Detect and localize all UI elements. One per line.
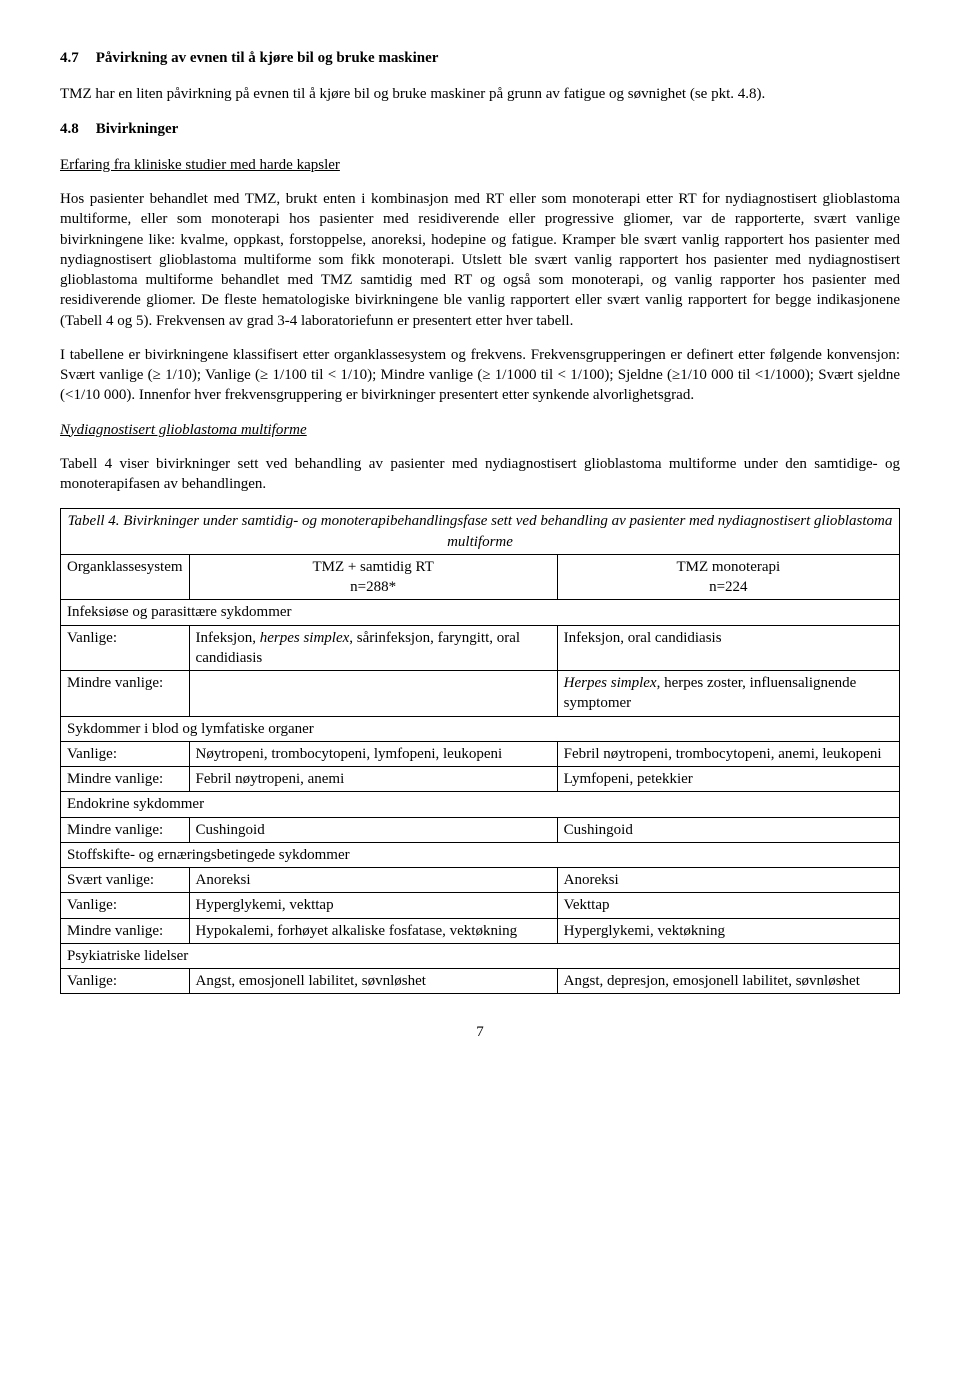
table-4-col2: Anoreksi (189, 868, 557, 893)
table-4-freq: Vanlige: (61, 969, 190, 994)
table-row: Vanlige:Angst, emosjonell labilitet, søv… (61, 969, 900, 994)
table-4-freq: Vanlige: (61, 893, 190, 918)
table-4-title: Tabell 4. Bivirkninger under samtidig- o… (61, 509, 900, 555)
table-4-header-row: Organklassesystem TMZ + samtidig RT n=28… (61, 554, 900, 600)
table-row: Svært vanlige:AnoreksiAnoreksi (61, 868, 900, 893)
section-48-para3: Tabell 4 viser bivirkninger sett ved beh… (60, 454, 900, 495)
table-4-freq: Mindre vanlige: (61, 817, 190, 842)
table-4-header-col3a: TMZ monoterapi (676, 559, 780, 575)
table-4-group-name: Sykdommer i blod og lymfatiske organer (61, 716, 900, 741)
section-48-subhead2: Nydiagnostisert glioblastoma multiforme (60, 420, 900, 440)
table-4-col3: Cushingoid (557, 817, 899, 842)
table-4-freq: Svært vanlige: (61, 868, 190, 893)
section-48-title: Bivirkninger (96, 121, 179, 137)
table-4-header-col2: TMZ + samtidig RT n=288* (189, 554, 557, 600)
table-4-col3: Herpes simplex, herpes zoster, influensa… (557, 671, 899, 717)
table-4-freq: Mindre vanlige: (61, 918, 190, 943)
table-4-group-row: Endokrine sykdommer (61, 792, 900, 817)
section-48-heading: 4.8 Bivirkninger (60, 119, 900, 139)
table-4-header-col2b: n=288* (350, 579, 396, 595)
table-4-col3: Anoreksi (557, 868, 899, 893)
table-4-col2: Infeksjon, herpes simplex, sårinfeksjon,… (189, 625, 557, 671)
page-number: 7 (60, 1022, 900, 1042)
section-48-para1: Hos pasienter behandlet med TMZ, brukt e… (60, 189, 900, 331)
table-4-group-row: Psykiatriske lidelser (61, 943, 900, 968)
table-row: Mindre vanlige:Febril nøytropeni, anemiL… (61, 767, 900, 792)
table-4-col2: Febril nøytropeni, anemi (189, 767, 557, 792)
section-47-body: TMZ har en liten påvirkning på evnen til… (60, 84, 900, 104)
table-4-freq: Vanlige: (61, 625, 190, 671)
table-4-group-name: Endokrine sykdommer (61, 792, 900, 817)
table-4-header-col3b: n=224 (709, 579, 747, 595)
table-4-header-col1: Organklassesystem (61, 554, 190, 600)
table-4-group-name: Stoffskifte- og ernæringsbetingede sykdo… (61, 842, 900, 867)
table-4-col2: Hypokalemi, forhøyet alkaliske fosfatase… (189, 918, 557, 943)
table-4-col2 (189, 671, 557, 717)
table-row: Mindre vanlige:CushingoidCushingoid (61, 817, 900, 842)
section-47-heading: 4.7 Påvirkning av evnen til å kjøre bil … (60, 48, 900, 68)
table-4-col3: Lymfopeni, petekkier (557, 767, 899, 792)
table-4-col3: Febril nøytropeni, trombocytopeni, anemi… (557, 741, 899, 766)
table-row: Vanlige:Hyperglykemi, vekttapVekttap (61, 893, 900, 918)
table-4-col3: Vekttap (557, 893, 899, 918)
section-47-title: Påvirkning av evnen til å kjøre bil og b… (96, 50, 439, 66)
table-4: Tabell 4. Bivirkninger under samtidig- o… (60, 508, 900, 994)
table-4-col3: Infeksjon, oral candidiasis (557, 625, 899, 671)
section-47-number: 4.7 (60, 48, 92, 68)
table-4-col3: Hyperglykemi, vektøkning (557, 918, 899, 943)
table-4-header-col2a: TMZ + samtidig RT (312, 559, 433, 575)
table-4-col2: Angst, emosjonell labilitet, søvnløshet (189, 969, 557, 994)
table-4-group-name: Infeksiøse og parasittære sykdommer (61, 600, 900, 625)
table-4-freq: Mindre vanlige: (61, 671, 190, 717)
table-4-freq: Vanlige: (61, 741, 190, 766)
table-4-group-row: Infeksiøse og parasittære sykdommer (61, 600, 900, 625)
section-48-number: 4.8 (60, 119, 92, 139)
table-row: Vanlige:Nøytropeni, trombocytopeni, lymf… (61, 741, 900, 766)
table-row: Mindre vanlige: Herpes simplex, herpes zo… (61, 671, 900, 717)
table-4-title-row: Tabell 4. Bivirkninger under samtidig- o… (61, 509, 900, 555)
table-4-freq: Mindre vanlige: (61, 767, 190, 792)
table-4-col2: Cushingoid (189, 817, 557, 842)
table-4-col2: Nøytropeni, trombocytopeni, lymfopeni, l… (189, 741, 557, 766)
table-4-col2: Hyperglykemi, vekttap (189, 893, 557, 918)
table-4-header-col3: TMZ monoterapi n=224 (557, 554, 899, 600)
table-row: Mindre vanlige:Hypokalemi, forhøyet alka… (61, 918, 900, 943)
section-48-para2: I tabellene er bivirkningene klassifiser… (60, 345, 900, 406)
table-4-group-row: Stoffskifte- og ernæringsbetingede sykdo… (61, 842, 900, 867)
section-48-subhead: Erfaring fra kliniske studier med harde … (60, 155, 900, 175)
table-row: Vanlige:Infeksjon, herpes simplex, sårin… (61, 625, 900, 671)
table-4-group-name: Psykiatriske lidelser (61, 943, 900, 968)
table-4-group-row: Sykdommer i blod og lymfatiske organer (61, 716, 900, 741)
table-4-col3: Angst, depresjon, emosjonell labilitet, … (557, 969, 899, 994)
